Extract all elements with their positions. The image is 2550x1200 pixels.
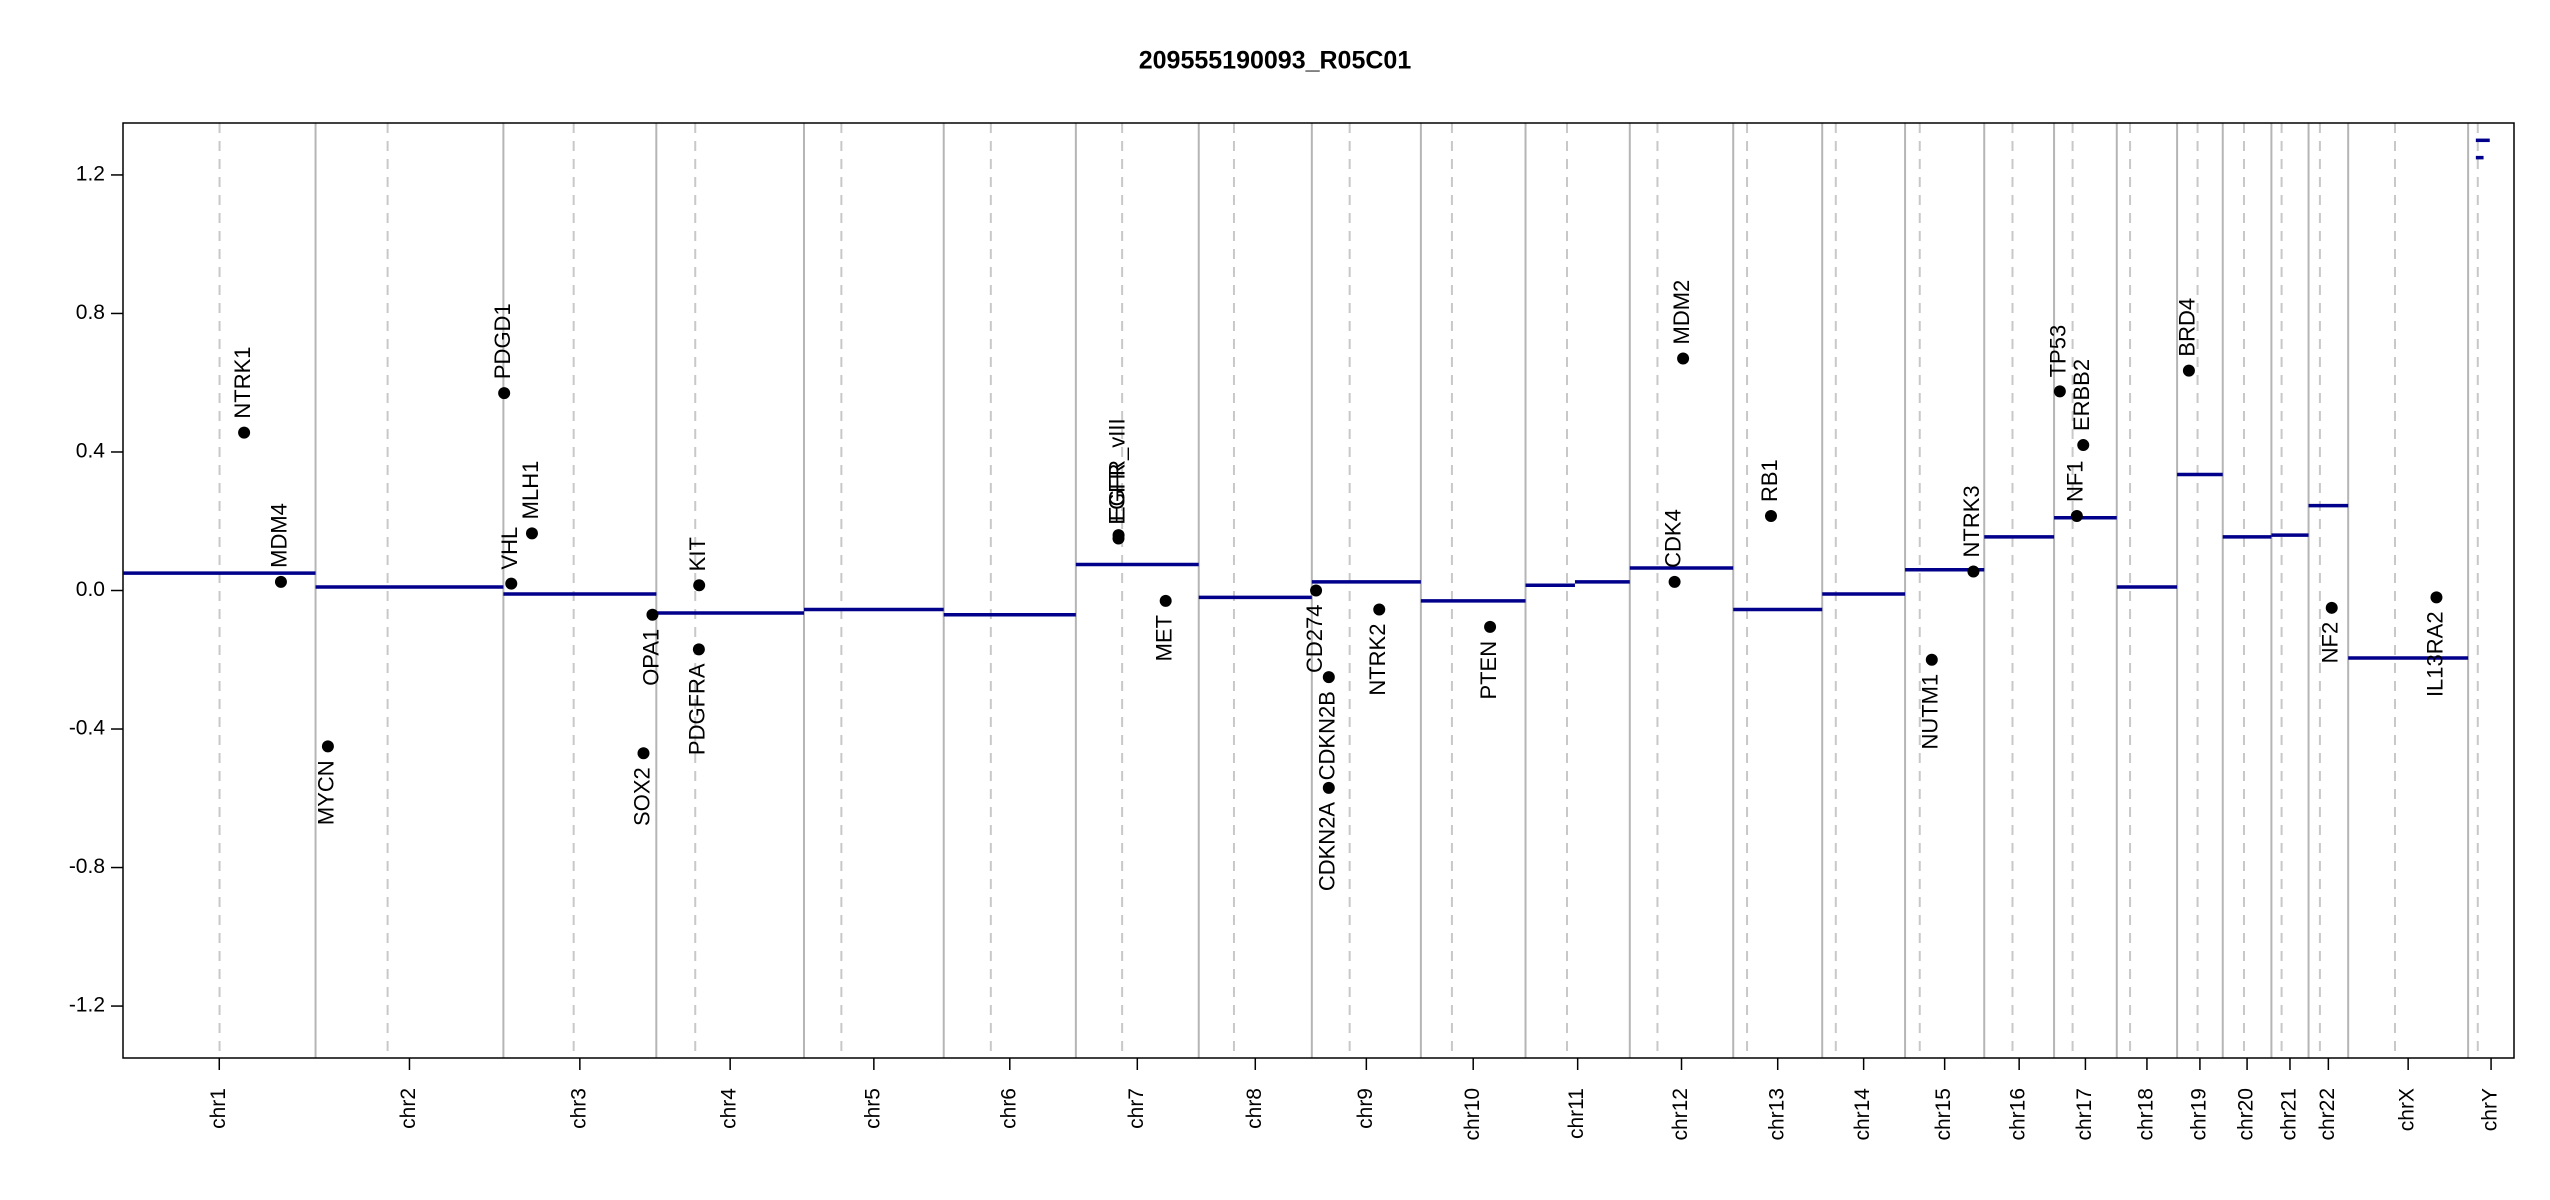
x-tick-label: chr7 <box>1125 1088 1148 1129</box>
x-tick-label: chr15 <box>1932 1088 1955 1141</box>
gene-point <box>238 426 251 439</box>
gene-label: PDGD1 <box>490 303 515 379</box>
gene-label: NF1 <box>2063 460 2088 502</box>
gene-point <box>1159 594 1172 607</box>
gene-label: PDGFRA <box>685 663 710 755</box>
gene-point <box>2053 385 2066 398</box>
gene-label: MDM2 <box>1669 280 1694 345</box>
y-tick-label: 0.4 <box>76 440 106 463</box>
gene-label: EGFR_vIII <box>1104 418 1129 521</box>
gene-label: MLH1 <box>518 461 543 520</box>
gene-label: CDKN2A <box>1315 802 1340 892</box>
x-tick-label: chr5 <box>861 1088 884 1129</box>
y-tick-label: -0.8 <box>69 855 105 878</box>
gene-label: NTRK2 <box>1365 624 1390 696</box>
gene-point <box>2325 601 2338 614</box>
gene-label: MET <box>1152 615 1177 661</box>
x-tick-label: chr10 <box>1461 1088 1484 1141</box>
gene-label: CD274 <box>1302 605 1327 673</box>
gene-label: RB1 <box>1757 459 1782 502</box>
gene-point <box>1677 352 1690 365</box>
gene-point <box>498 387 511 400</box>
y-tick-label: -0.4 <box>69 717 106 740</box>
gene-point <box>692 643 705 656</box>
y-tick-label: 0.8 <box>76 301 105 324</box>
gene-point <box>525 527 538 540</box>
gene-label: CDKN2B <box>1315 691 1340 780</box>
gene-label: IL13RA2 <box>2422 611 2447 697</box>
gene-point <box>1373 603 1386 616</box>
gene-point <box>1967 565 1980 578</box>
gene-label: NTRK1 <box>230 346 255 418</box>
gene-label: CDK4 <box>1660 509 1685 568</box>
plot-frame <box>122 122 2515 1059</box>
x-tick-label: chr9 <box>1354 1088 1377 1129</box>
gene-label: MYCN <box>314 760 339 825</box>
gene-label: EGFR <box>1104 463 1129 524</box>
gene-point <box>637 747 650 760</box>
gene-label: MDM4 <box>267 503 292 568</box>
x-tick-label: chr21 <box>2278 1088 2301 1141</box>
gene-label: ERBB2 <box>2069 359 2094 431</box>
gene-label: SOX2 <box>629 767 654 826</box>
gene-point <box>646 608 659 621</box>
gene-label: KIT <box>685 537 710 571</box>
gene-point <box>1484 620 1497 633</box>
gene-point <box>1310 584 1323 597</box>
x-tick-label: chr6 <box>997 1088 1020 1129</box>
x-tick-label: chr8 <box>1243 1088 1266 1129</box>
gene-point <box>1322 781 1335 794</box>
x-tick-label: chrY <box>2479 1088 2502 1131</box>
gene-point <box>505 577 518 590</box>
x-tick-label: chr12 <box>1669 1088 1692 1141</box>
gene-label: NUTM1 <box>1918 674 1943 750</box>
gene-label: PTEN <box>1476 641 1501 700</box>
gene-point <box>1322 671 1335 684</box>
gene-point <box>1668 575 1681 588</box>
x-tick-label: chr17 <box>2073 1088 2096 1141</box>
gene-point <box>693 579 706 592</box>
gene-label: NF2 <box>2318 622 2343 664</box>
gene-point <box>2077 439 2090 452</box>
gene-point <box>2182 364 2195 377</box>
gene-label: NTRK3 <box>1959 485 1984 557</box>
gene-label: VHL <box>497 527 522 570</box>
gene-label: OPA1 <box>638 629 663 686</box>
x-tick-label: chr16 <box>2007 1088 2030 1141</box>
gene-point <box>1925 653 1938 666</box>
x-tick-label: chr18 <box>2134 1088 2157 1141</box>
gene-point <box>1112 529 1125 542</box>
gene-point <box>2430 591 2443 604</box>
x-tick-label: chr13 <box>1765 1088 1788 1141</box>
x-tick-label: chr2 <box>397 1088 420 1129</box>
x-tick-label: chr22 <box>2316 1088 2339 1141</box>
gene-label: TP53 <box>2046 325 2071 378</box>
gene-point <box>2070 510 2083 523</box>
x-tick-label: chr20 <box>2235 1088 2258 1141</box>
y-tick-label: 0.0 <box>76 578 105 601</box>
x-tick-label: chr19 <box>2187 1088 2210 1141</box>
x-tick-label: chr4 <box>718 1088 741 1129</box>
gene-point <box>1764 510 1777 523</box>
x-tick-label: chr3 <box>567 1088 590 1129</box>
gene-label: BRD4 <box>2175 298 2200 357</box>
x-tick-label: chr1 <box>207 1088 230 1129</box>
y-tick-label: -1.2 <box>69 994 105 1017</box>
gene-point <box>321 740 334 753</box>
x-tick-label: chr14 <box>1851 1088 1874 1141</box>
y-tick-label: 1.2 <box>76 162 105 185</box>
x-tick-label: chrX <box>2396 1088 2419 1131</box>
gene-point <box>274 575 287 588</box>
chart-title: 209555190093_R05C01 <box>1139 47 1412 75</box>
x-tick-label: chr11 <box>1565 1088 1588 1139</box>
